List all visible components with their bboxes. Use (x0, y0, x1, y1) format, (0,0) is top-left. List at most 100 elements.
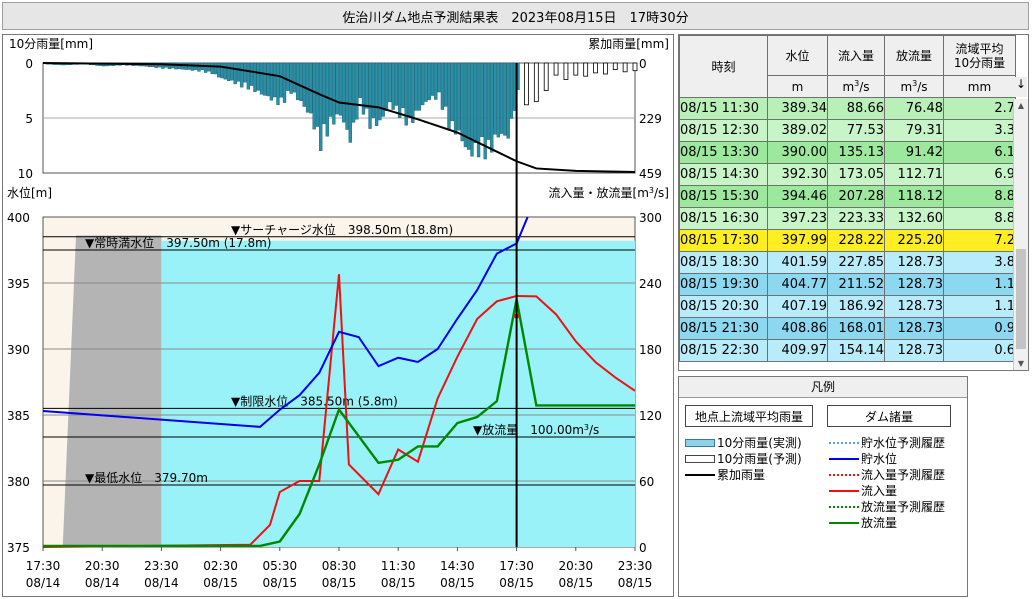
rain-observed-bar (437, 62, 441, 93)
rain-observed-bar (490, 62, 494, 153)
cell-level: 392.30 (767, 163, 828, 186)
col-header-discharge[interactable]: 放流量 (884, 35, 944, 76)
scroll-up-icon[interactable]: ▲ (1017, 101, 1025, 110)
unit-rain: mm (943, 75, 1016, 98)
rain-observed-bar (203, 62, 208, 73)
rain-observed-bar (368, 62, 372, 129)
rain-observed-bar (263, 62, 267, 96)
rain-observed-bar (167, 62, 172, 70)
level-left-tick-label: 390 (7, 343, 30, 357)
table-row[interactable]: 08/15 19:30 404.77 211.52 128.73 1.1 (679, 273, 1016, 296)
col-header-rain[interactable]: 流域平均 10分雨量 (943, 35, 1016, 76)
rain-observed-bar (493, 62, 497, 135)
normal-full-level-label: ▼常時満水位 397.50m (17.8m) (85, 235, 272, 250)
table-row[interactable]: 08/15 14:30 392.30 173.05 112.71 6.9 (679, 163, 1016, 186)
x-tick-time-label: 23:30 (144, 559, 179, 573)
level-left-tick-label: 400 (7, 211, 30, 225)
cell-discharge: 128.73 (884, 251, 944, 274)
forecast-table-panel: 時刻 水位 流入量 放流量 流域平均 10分雨量 m m3/s m3/s mm 0… (678, 34, 1029, 371)
rain-right-tick-label: 0 (639, 57, 647, 71)
rain-observed-bar (450, 62, 454, 122)
table-row[interactable]: 08/15 20:30 407.19 186.92 128.73 1.1 (679, 295, 1016, 318)
rain-left-tick-label: 5 (25, 112, 33, 126)
table-row[interactable]: 08/15 11:30 389.34 88.66 76.48 2.7 (679, 97, 1016, 120)
cell-discharge: 79.31 (884, 119, 944, 142)
cell-inflow: 154.14 (827, 339, 885, 362)
cell-inflow: 186.92 (827, 295, 885, 318)
rain-observed-bar (240, 62, 244, 88)
x-tick-time-label: 08:30 (322, 559, 357, 573)
cell-rain: 6.1 (943, 141, 1016, 164)
col-header-time[interactable]: 時刻 (679, 35, 768, 98)
cell-discharge: 128.73 (884, 273, 944, 296)
rain-observed-bar (213, 62, 218, 75)
cell-rain: 1.1 (943, 295, 1016, 318)
cell-time: 08/15 17:30 (679, 229, 768, 252)
flow-right-tick-label: 60 (639, 475, 654, 489)
rain-left-tick-label: 0 (25, 57, 33, 71)
cell-rain: 2.7 (943, 97, 1016, 120)
level-axis-left-label: 水位[m] (7, 185, 52, 200)
rain-right-tick-label: 459 (639, 167, 662, 181)
rain-observed-bar (473, 62, 477, 143)
x-tick-date-label: 08/15 (381, 576, 416, 590)
rain-observed-bar (276, 62, 280, 106)
rain-observed-bar (453, 62, 458, 135)
rain-observed-bar (286, 62, 290, 91)
table-row[interactable]: 08/15 15:30 394.46 207.28 118.12 8.8 (679, 185, 1016, 208)
rain-observed-bar (319, 62, 323, 151)
rain-observed-bar (391, 62, 395, 110)
cell-level: 408.86 (767, 317, 828, 340)
sort-icon[interactable]: ↓ (1015, 77, 1027, 97)
rain-observed-bar (506, 62, 510, 139)
unit-inflow: m3/s (827, 75, 885, 98)
rain-observed-bar (503, 62, 507, 136)
table-row[interactable]: 08/15 17:30 397.99 228.22 225.20 7.2 (679, 229, 1016, 252)
forecast-table: 時刻 水位 流入量 放流量 流域平均 10分雨量 m m3/s m3/s mm 0… (679, 35, 1016, 362)
table-row[interactable]: 08/15 13:30 390.00 135.13 91.42 6.1 (679, 141, 1016, 164)
rain-observed-bar (411, 62, 415, 123)
cell-level: 401.59 (767, 251, 828, 274)
level-axis-right-label: 流入量・放流量[m3/s] (549, 185, 669, 200)
cell-level: 397.99 (767, 229, 828, 252)
scroll-thumb[interactable] (1016, 249, 1026, 349)
cell-level: 409.97 (767, 339, 828, 362)
cell-inflow: 228.22 (827, 229, 885, 252)
col-header-level[interactable]: 水位 (767, 35, 828, 76)
cell-level: 397.23 (767, 207, 828, 230)
table-row[interactable]: 08/15 12:30 389.02 77.53 79.31 3.3 (679, 119, 1016, 142)
flow-right-tick-label: 240 (639, 277, 662, 291)
rain-observed-bar (246, 62, 251, 90)
cell-rain: 0.9 (943, 317, 1016, 340)
table-row[interactable]: 08/15 21:30 408.86 168.01 128.73 0.9 (679, 317, 1016, 340)
rain-observed-bar (421, 62, 425, 106)
cell-inflow: 207.28 (827, 185, 885, 208)
rain-observed-bar (509, 62, 514, 119)
x-tick-date-label: 08/15 (263, 576, 298, 590)
table-row[interactable]: 08/15 22:30 409.97 154.14 128.73 0.6 (679, 339, 1016, 362)
rain-observed-bar (184, 62, 188, 70)
rain-observed-bar (309, 62, 313, 114)
lowest-level-label: ▼最低水位 379.70m (85, 470, 208, 485)
rain-observed-bar (217, 62, 221, 78)
rain-observed-bar (404, 62, 408, 126)
chart-svg: 10分雨量[mm] 累加雨量[mm] 0 5 10 0 229 459 水位[m] 流入量・放流量… (7, 37, 669, 590)
cell-level: 407.19 (767, 295, 828, 318)
table-row[interactable]: 08/15 16:30 397.23 223.33 132.60 8.8 (679, 207, 1016, 230)
x-tick-date-label: 08/14 (26, 576, 61, 590)
cell-discharge: 128.73 (884, 295, 944, 318)
rain-observed-bar (381, 62, 385, 117)
col-header-inflow[interactable]: 流入量 (827, 35, 885, 76)
discharge-line (43, 299, 635, 548)
cell-level: 394.46 (767, 185, 828, 208)
table-scrollbar[interactable]: ▲ ▼ (1013, 99, 1028, 370)
rain-observed-bar (269, 62, 274, 101)
scroll-down-icon[interactable]: ▼ (1017, 359, 1025, 368)
table-row[interactable]: 08/15 18:30 401.59 227.85 128.73 3.8 (679, 251, 1016, 274)
cell-inflow: 77.53 (827, 119, 885, 142)
rain-observed-bar (322, 62, 326, 124)
rain-forecast-bar (593, 62, 598, 74)
rain-right-tick-label: 229 (639, 112, 662, 126)
rain-observed-bar (447, 62, 451, 131)
rain-observed-bar (440, 62, 445, 110)
